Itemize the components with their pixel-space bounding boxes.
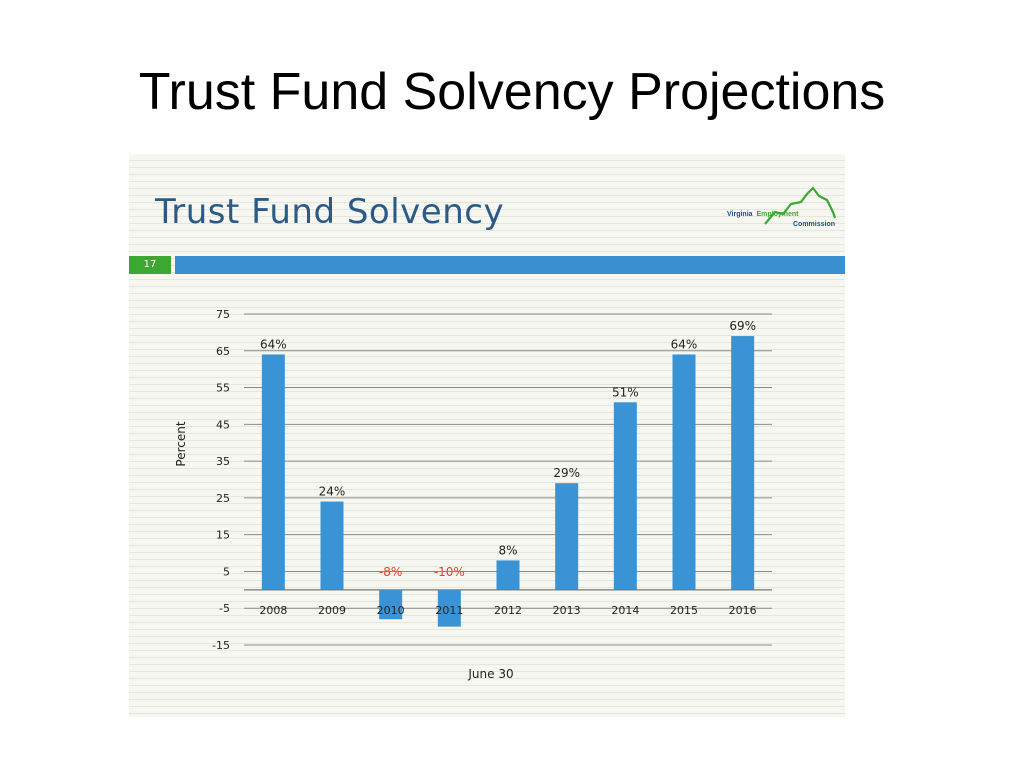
x-tick-label: 2014 xyxy=(611,604,639,617)
data-label: 69% xyxy=(729,319,756,333)
y-tick-label: 15 xyxy=(216,529,230,542)
x-tick-label: 2012 xyxy=(494,604,522,617)
bar-2011 xyxy=(437,589,461,627)
logo-word-employment: Employment xyxy=(757,211,800,218)
x-tick-label: 2010 xyxy=(377,604,405,617)
logo-word-virginia: Virginia xyxy=(727,211,753,218)
y-tick-label: -5 xyxy=(219,602,230,615)
slide-title: Trust Fund Solvency Projections xyxy=(138,63,886,121)
x-tick-label: 2016 xyxy=(729,604,757,617)
bar-2008 xyxy=(261,354,285,590)
x-tick-label: 2009 xyxy=(318,604,346,617)
bar-2015 xyxy=(672,354,696,590)
y-axis-label: Percent xyxy=(174,421,188,466)
data-label: -8% xyxy=(379,565,402,579)
x-tick-label: 2011 xyxy=(435,604,463,617)
data-label: 29% xyxy=(553,466,580,480)
bar-layer xyxy=(261,336,755,627)
y-tick-label: 35 xyxy=(216,455,230,468)
bar-2010 xyxy=(379,589,403,620)
x-axis-label: June 30 xyxy=(467,667,513,681)
bar-2012 xyxy=(496,560,520,590)
y-tick-label: 55 xyxy=(216,382,230,395)
slide-number: 17 xyxy=(129,256,171,274)
bar-2013 xyxy=(555,483,579,590)
virginia-outline-icon xyxy=(764,186,837,225)
logo-word-commission: Commission xyxy=(793,221,835,228)
vec-logo: Virginia Employment Commission xyxy=(727,186,837,228)
panel-title: Trust Fund Solvency xyxy=(155,192,505,232)
data-label: -10% xyxy=(434,565,465,579)
data-label: 8% xyxy=(498,543,517,557)
y-tick-label: 75 xyxy=(216,308,230,321)
y-tick-label: 45 xyxy=(216,418,230,431)
bar-2009 xyxy=(320,501,344,590)
x-tick-label: 2015 xyxy=(670,604,698,617)
x-tick-label: 2013 xyxy=(553,604,581,617)
chart-panel: Trust Fund Solvency Virginia Employment … xyxy=(129,154,845,717)
bar-chart: 75 65 55 45 35 25 15 5 -5 -15 64% 2008 24% 2009 -8% 20… xyxy=(174,308,772,681)
data-label: 51% xyxy=(612,385,639,399)
header-bar xyxy=(175,256,845,274)
bar-2016 xyxy=(731,336,755,590)
y-tick-label: -15 xyxy=(212,639,230,652)
data-label: 64% xyxy=(671,337,698,351)
data-label: 64% xyxy=(260,337,287,351)
x-tick-label: 2008 xyxy=(259,604,287,617)
bar-2014 xyxy=(613,402,637,590)
y-tick-label: 5 xyxy=(223,565,230,578)
data-label: 24% xyxy=(319,485,346,499)
y-tick-label: 25 xyxy=(216,492,230,505)
label-layer: 64% 2008 24% 2009 -8% 2010 -10% 2011 8% 2012 29% 20… xyxy=(259,319,756,617)
svg-text:Virginia Employment: Virginia Employment xyxy=(727,211,799,218)
y-tick-label: 65 xyxy=(216,345,230,358)
